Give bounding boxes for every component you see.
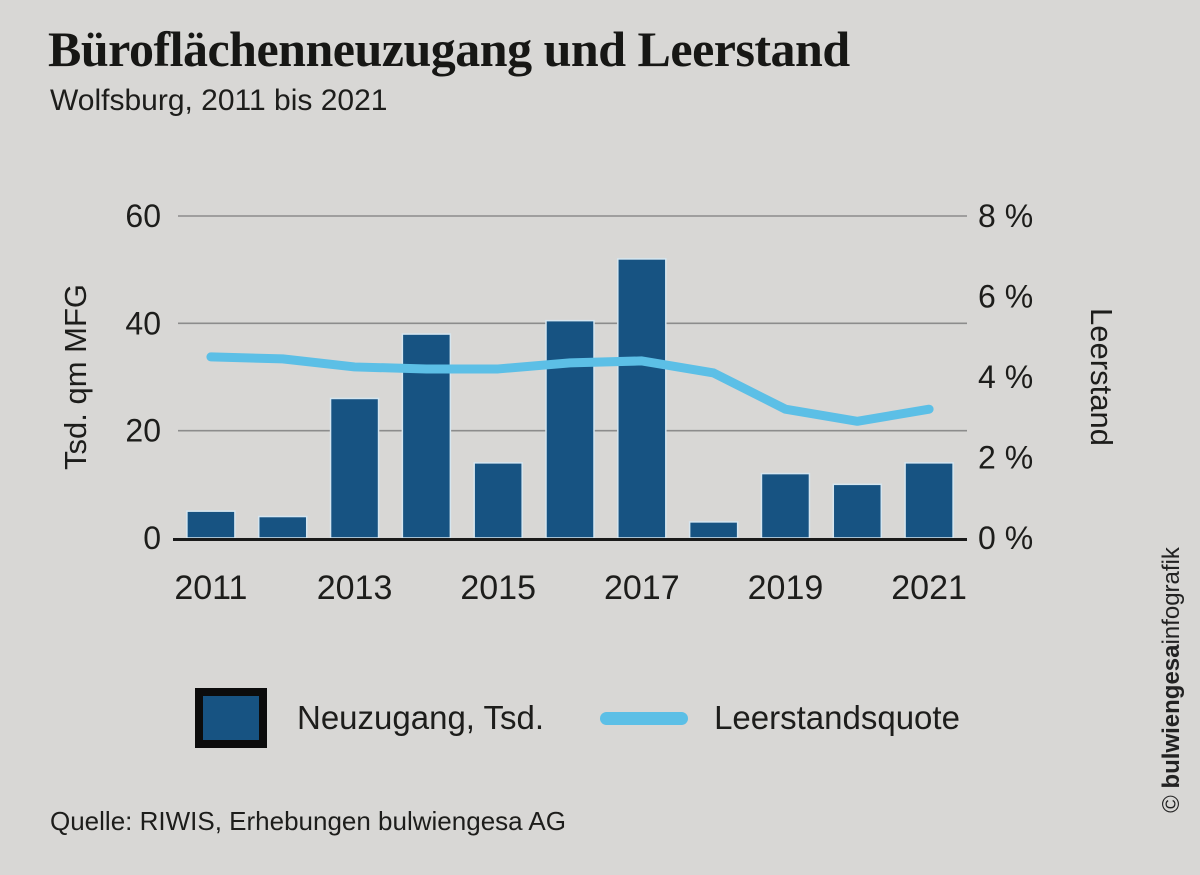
page-title: Büroflächenneuzugang und Leerstand <box>48 21 850 77</box>
right-axis-tick-2: 2 % <box>978 440 1033 476</box>
legend: Neuzugang, Tsd. Leerstandsquote <box>195 688 960 748</box>
credit-suffix: infografik <box>1158 547 1185 645</box>
right-axis-tick-8: 8 % <box>978 198 1033 234</box>
left-axis-tick-20: 20 <box>125 413 161 449</box>
legend-line-swatch <box>600 711 689 725</box>
right-axis-tick-4: 4 % <box>978 359 1033 395</box>
leerstandsquote-line <box>206 352 934 426</box>
right-axis-tick-6: 6 % <box>978 279 1033 315</box>
bar-2011 <box>186 510 236 539</box>
legend-bar-swatch <box>195 688 267 748</box>
bar-2012 <box>257 515 308 539</box>
x-axis-tick-2021: 2021 <box>891 569 967 607</box>
x-axis-tick-2015: 2015 <box>460 569 536 607</box>
bar-2019 <box>760 472 811 539</box>
page-subtitle: Wolfsburg, 2011 bis 2021 <box>50 84 388 117</box>
bar-2021 <box>904 462 954 539</box>
copyright-credit: © bulwiengesainfografik <box>1158 547 1186 813</box>
bar-2020 <box>832 483 883 539</box>
legend-bar-label: Neuzugang, Tsd. <box>297 699 545 736</box>
x-axis-tick-2019: 2019 <box>748 569 824 607</box>
left-axis-tick-60: 60 <box>125 198 161 234</box>
credit-brand: bulwiengesa <box>1158 644 1185 789</box>
bar-2018 <box>688 521 739 539</box>
x-axis-tick-2011: 2011 <box>174 569 247 607</box>
bar-2016 <box>545 319 595 539</box>
left-axis-tick-0: 0 <box>143 520 161 556</box>
left-axis-tick-40: 40 <box>125 305 161 341</box>
x-axis-tick-2017: 2017 <box>604 569 680 607</box>
bar-2013 <box>329 397 380 539</box>
copyright-symbol: © <box>1158 788 1185 813</box>
right-axis-tick-0: 0 % <box>978 520 1033 556</box>
legend-line-label: Leerstandsquote <box>714 699 960 736</box>
bar-2015 <box>473 462 523 539</box>
x-axis-tick-2013: 2013 <box>317 569 393 607</box>
bar-2017 <box>617 258 667 539</box>
source-note: Quelle: RIWIS, Erhebungen bulwiengesa AG <box>50 806 566 836</box>
